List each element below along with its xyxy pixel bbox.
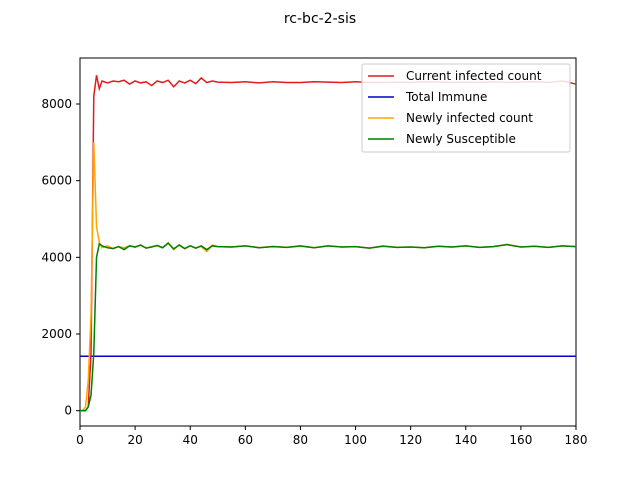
plot-area-frame: [79, 57, 577, 427]
x-tick-label: 60: [238, 433, 253, 447]
x-tick-label: 100: [344, 433, 367, 447]
y-tick-label: 4000: [41, 250, 72, 264]
legend: Current infected count Total Immune Newly …: [361, 63, 571, 153]
x-tick-label: 80: [293, 433, 308, 447]
legend-box: [361, 63, 571, 153]
x-tick-label: 140: [454, 433, 477, 447]
y-tick-label: 8000: [41, 97, 72, 111]
legend-label: Newly infected count: [406, 111, 533, 125]
x-tick-label: 40: [183, 433, 198, 447]
x-tick-label: 0: [76, 433, 84, 447]
y-tick-label: 2000: [41, 327, 72, 341]
series-line-newly-infected-count: [80, 142, 577, 412]
x-axis: 0 20 40 60 80 100 120 140 160 180: [76, 426, 587, 447]
x-tick-label: 120: [399, 433, 422, 447]
legend-label: Current infected count: [406, 69, 542, 83]
legend-label: Total Immune: [405, 90, 487, 104]
series-line-newly-susceptible: [80, 242, 577, 412]
chart-title: rc-bc-2-sis: [284, 11, 356, 27]
y-axis: 0 2000 4000 6000 8000: [41, 97, 80, 418]
y-tick-label: 6000: [41, 174, 72, 188]
x-tick-label: 20: [127, 433, 142, 447]
x-tick-label: 180: [565, 433, 588, 447]
y-tick-label: 0: [64, 404, 72, 418]
legend-label: Newly Susceptible: [406, 132, 516, 146]
x-tick-label: 160: [509, 433, 532, 447]
